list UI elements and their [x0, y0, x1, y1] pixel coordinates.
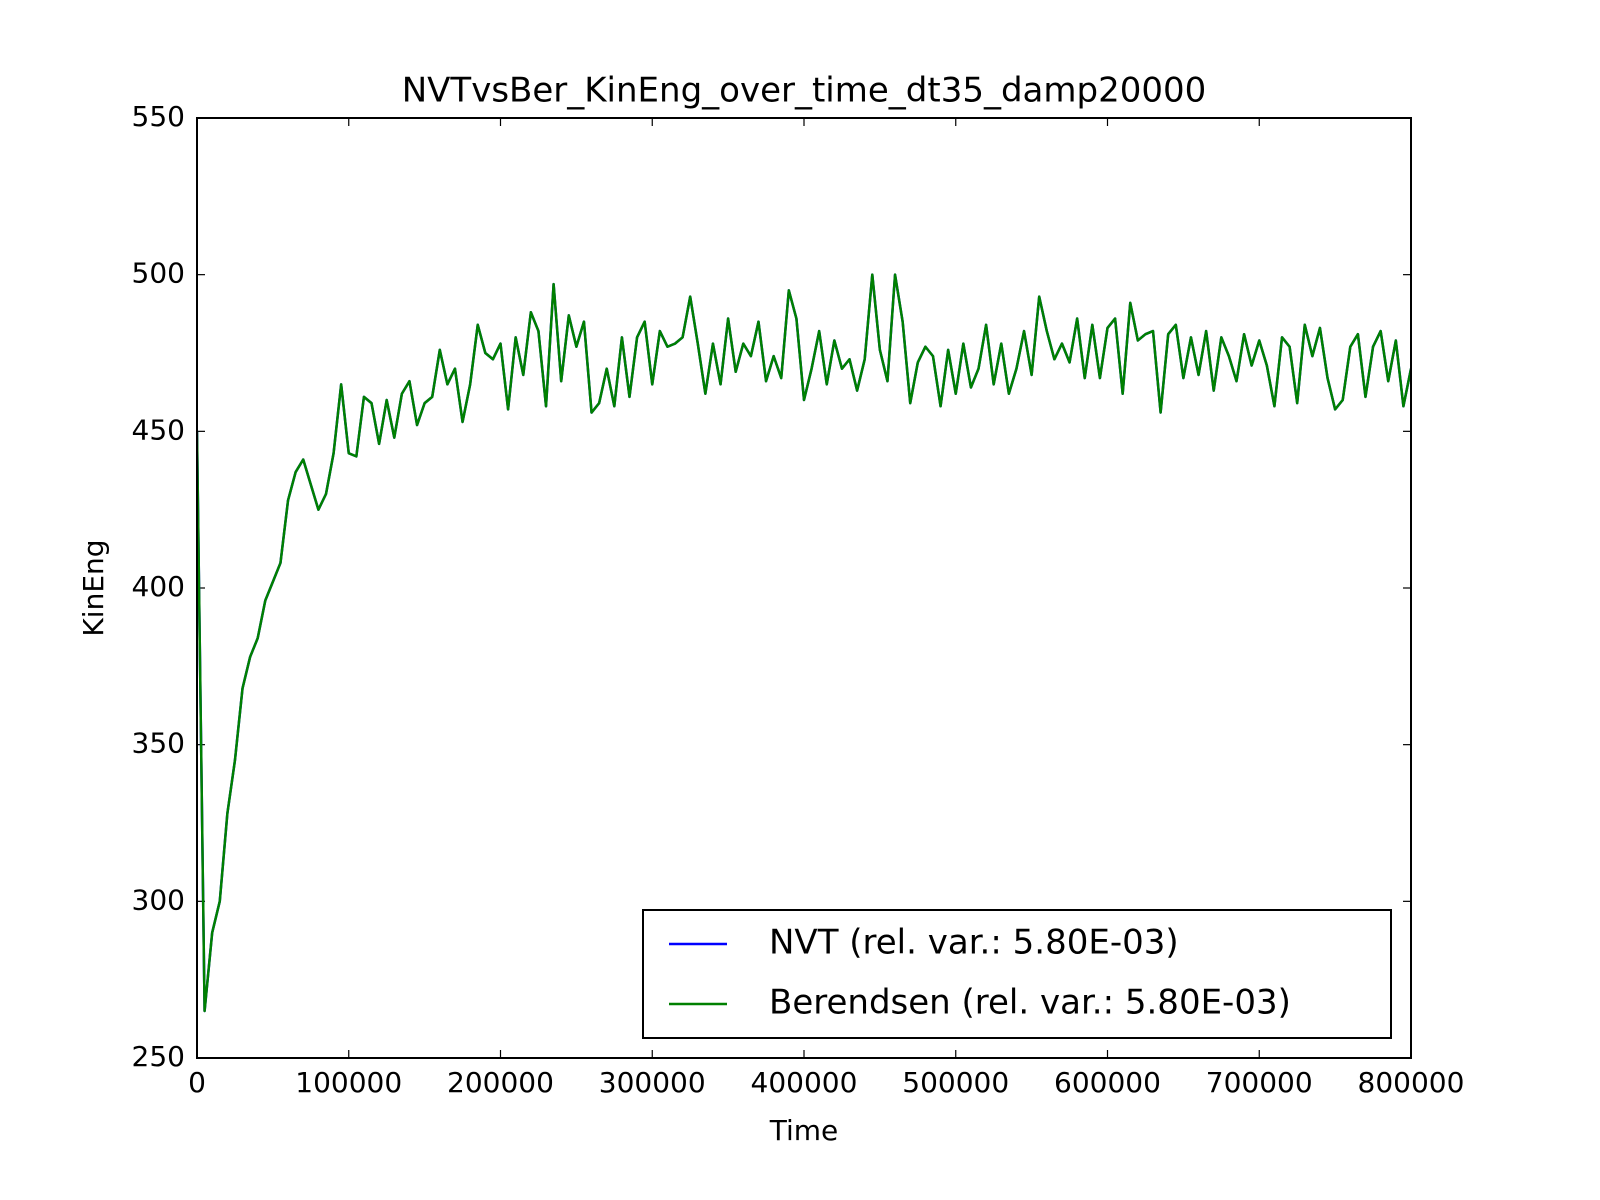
series-line [197, 273, 1411, 1013]
x-tick-label: 800000 [1358, 1066, 1465, 1099]
y-tick-label: 400 [132, 570, 185, 603]
x-tick-label: 400000 [751, 1066, 858, 1099]
x-tick-label: 300000 [599, 1066, 706, 1099]
y-tick-label: 350 [132, 727, 185, 760]
y-tick-label: 300 [132, 883, 185, 916]
legend-label: NVT (rel. var.: 5.80E-03) [769, 923, 1179, 963]
x-tick-label: 100000 [295, 1066, 402, 1099]
x-tick-label: 500000 [902, 1066, 1009, 1099]
x-tick-label: 0 [188, 1066, 206, 1099]
x-tick-label: 200000 [447, 1066, 554, 1099]
y-tick-label: 250 [132, 1040, 185, 1073]
legend-box [642, 909, 1392, 1039]
y-tick-label: 450 [132, 413, 185, 446]
y-axis-label: KinEng [77, 539, 110, 636]
plot-frame [196, 117, 1412, 1059]
x-tick-label: 600000 [1054, 1066, 1161, 1099]
legend-label: Berendsen (rel. var.: 5.80E-03) [769, 983, 1291, 1023]
x-tick-label: 700000 [1206, 1066, 1313, 1099]
y-tick-label: 500 [132, 257, 185, 290]
chart-title: NVTvsBer_KinEng_over_time_dt35_damp20000 [402, 71, 1207, 111]
x-axis-label: Time [769, 1114, 839, 1147]
y-tick-label: 550 [132, 100, 185, 133]
